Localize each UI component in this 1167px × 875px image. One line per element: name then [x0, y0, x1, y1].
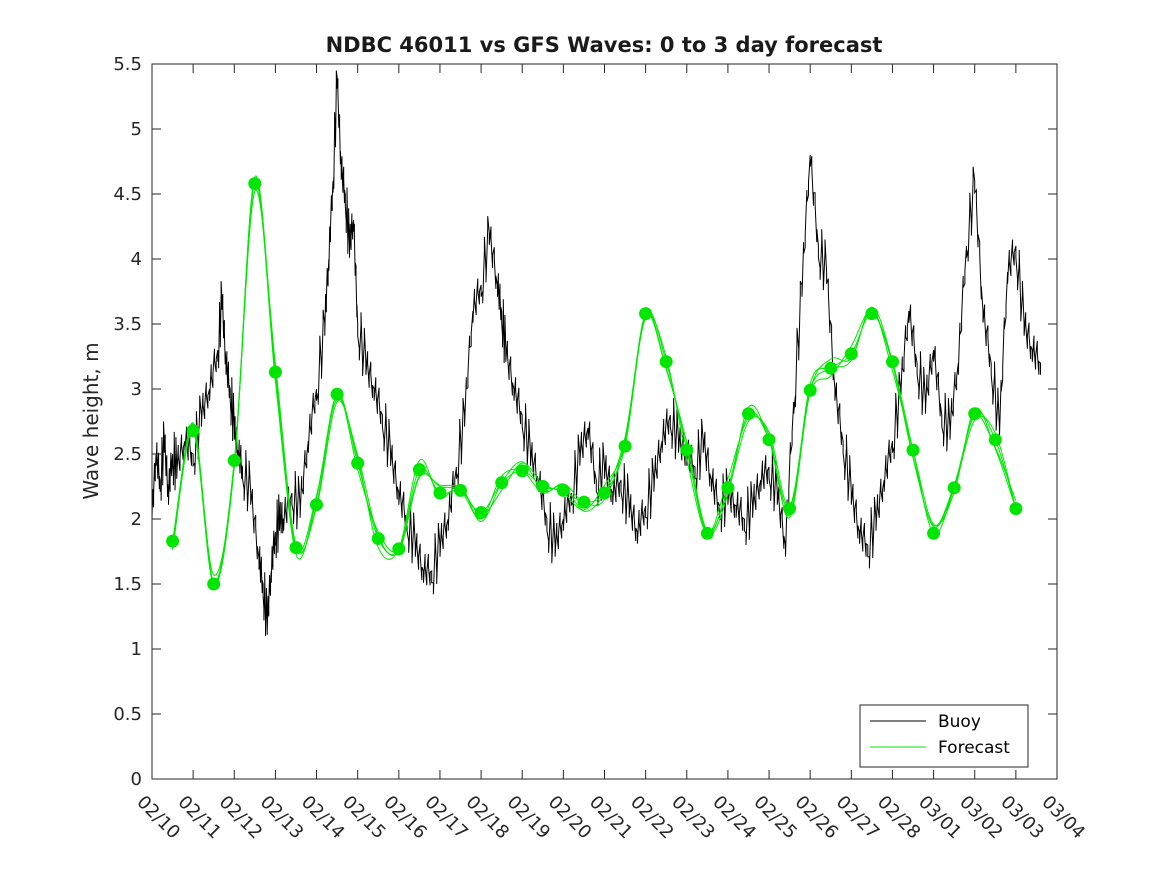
legend-box	[859, 704, 1029, 768]
x-tick-label: 02/28	[873, 792, 925, 844]
y-axis-ticks: 0 0.5 1 1.5 2 2.5 3 3.5 4 4.5 5 5.5	[113, 54, 1057, 790]
x-tick-label: 02/13	[256, 792, 308, 844]
forecast-point	[495, 476, 509, 490]
x-tick-label: 02/23	[667, 792, 719, 844]
forecast-point	[248, 177, 262, 191]
forecast-markers	[166, 177, 1023, 591]
forecast-point	[207, 577, 221, 591]
forecast-point	[618, 439, 632, 453]
forecast-point	[351, 456, 365, 470]
y-tick-label: 2	[131, 509, 142, 530]
forecast-point	[906, 443, 920, 457]
x-tick-label: 02/10	[132, 792, 184, 844]
y-axis-label: Wave height, m	[79, 342, 103, 499]
y-tick-label: 0.5	[113, 704, 142, 725]
forecast-point	[886, 355, 899, 369]
x-tick-label: 02/17	[420, 792, 472, 844]
y-tick-label: 5	[131, 119, 142, 140]
x-tick-label: 03/02	[955, 792, 1007, 844]
x-tick-label: 02/20	[544, 792, 596, 844]
forecast-point	[639, 307, 653, 321]
x-tick-label: 02/21	[585, 792, 637, 844]
forecast-point	[721, 481, 735, 495]
y-tick-label: 4	[131, 249, 142, 270]
x-tick-label: 03/03	[996, 792, 1048, 844]
x-tick-label: 02/22	[626, 792, 678, 844]
y-tick-label: 0	[131, 769, 142, 790]
forecast-point	[433, 486, 447, 500]
forecast-point	[742, 407, 755, 421]
y-tick-label: 2.5	[113, 444, 142, 465]
y-tick-label: 1	[131, 639, 142, 660]
plot-frame	[151, 63, 1058, 780]
chart-title: NDBC 46011 vs GFS Waves: 0 to 3 day fore…	[326, 33, 883, 57]
forecast-point	[536, 480, 550, 493]
forecast-point	[844, 347, 858, 361]
x-tick-label: 02/14	[297, 792, 349, 844]
forecast-point	[865, 307, 879, 321]
forecast-point	[783, 502, 797, 516]
forecast-point	[927, 526, 941, 540]
forecast-point	[598, 486, 611, 500]
forecast-point	[268, 365, 282, 379]
forecast-point	[392, 542, 406, 556]
forecast-point	[988, 433, 1002, 447]
forecast-point	[762, 433, 776, 447]
x-tick-label: 03/04	[1037, 792, 1089, 844]
forecast-point	[659, 355, 673, 369]
forecast-point	[680, 443, 694, 457]
legend: Buoy Forecast	[859, 704, 1029, 768]
forecast-line	[172, 189, 1017, 583]
x-tick-label: 02/12	[215, 792, 267, 844]
forecast-point	[412, 463, 426, 477]
x-tick-label: 02/25	[750, 792, 802, 844]
legend-forecast-label: Forecast	[938, 738, 1010, 758]
x-tick-label: 02/24	[708, 792, 760, 844]
forecast-point	[289, 541, 303, 555]
forecast-line	[172, 177, 1017, 576]
forecast-point	[474, 506, 488, 519]
y-tick-label: 4.5	[113, 184, 142, 205]
y-tick-label: 1.5	[113, 574, 142, 595]
x-tick-label: 02/26	[791, 792, 843, 844]
legend-buoy-label: Buoy	[938, 712, 981, 732]
forecast-line	[172, 175, 1017, 585]
forecast-line	[172, 182, 1017, 585]
forecast-point	[577, 495, 591, 509]
forecast-point	[947, 481, 961, 495]
y-tick-label: 3.5	[113, 314, 142, 335]
forecast-point	[227, 454, 241, 467]
x-tick-label: 02/11	[174, 792, 226, 844]
x-tick-label: 02/19	[503, 792, 555, 844]
forecast-series	[172, 175, 1017, 585]
forecast-point	[454, 483, 467, 497]
forecast-point	[824, 361, 838, 375]
y-tick-label: 3	[131, 379, 142, 400]
y-tick-label: 5.5	[113, 54, 142, 75]
forecast-point	[310, 498, 323, 512]
forecast-point	[803, 383, 817, 397]
forecast-point	[371, 532, 385, 545]
forecast-point	[968, 407, 982, 421]
buoy-series	[151, 70, 1041, 637]
x-tick-label: 02/15	[338, 792, 390, 844]
forecast-point	[700, 526, 714, 540]
forecast-point	[1009, 502, 1023, 516]
x-tick-label: 02/18	[462, 792, 514, 844]
forecast-point	[515, 464, 529, 478]
forecast-point	[186, 424, 200, 438]
buoy-line	[151, 70, 1041, 637]
forecast-point	[556, 483, 570, 497]
forecast-point	[330, 387, 344, 401]
x-tick-label: 02/27	[832, 792, 884, 844]
forecast-point	[166, 534, 180, 548]
x-tick-label: 03/01	[914, 792, 966, 844]
x-tick-label: 02/16	[379, 792, 431, 844]
